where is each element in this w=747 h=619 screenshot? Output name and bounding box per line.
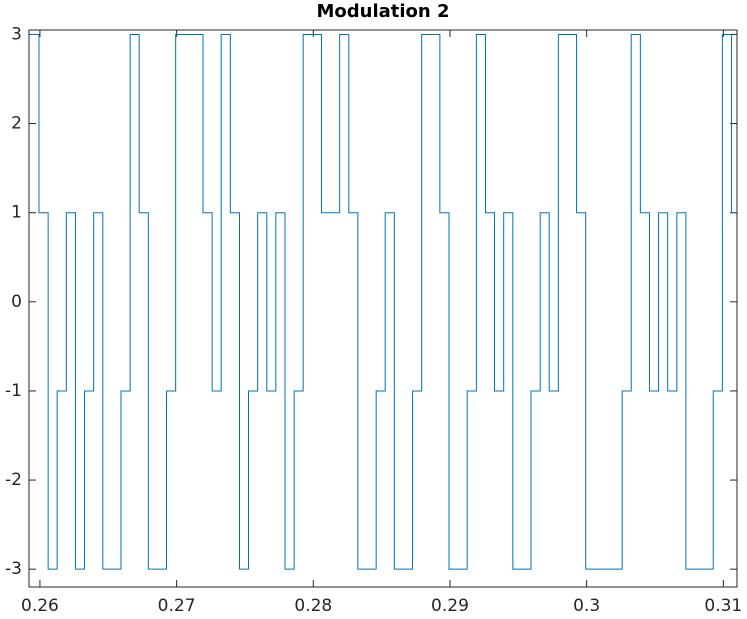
x-tick-label: 0.28 [294,596,332,616]
x-tick-label: 0.3 [573,596,600,616]
y-tick-label: 1 [11,203,22,223]
x-tick-label: 0.26 [21,596,59,616]
x-tick-label: 0.27 [158,596,196,616]
y-tick-label: -1 [5,381,22,401]
y-tick-label: -3 [5,559,22,579]
axes-box [28,29,738,588]
y-tick-label: 3 [11,24,22,44]
y-tick-label: 0 [11,292,22,312]
y-tick-label: 2 [11,114,22,134]
y-tick-label: -2 [5,470,22,490]
x-tick-label: 0.31 [704,596,742,616]
data-line [29,33,737,570]
x-tick-label: 0.29 [431,596,469,616]
chart-title: Modulation 2 [316,1,449,22]
